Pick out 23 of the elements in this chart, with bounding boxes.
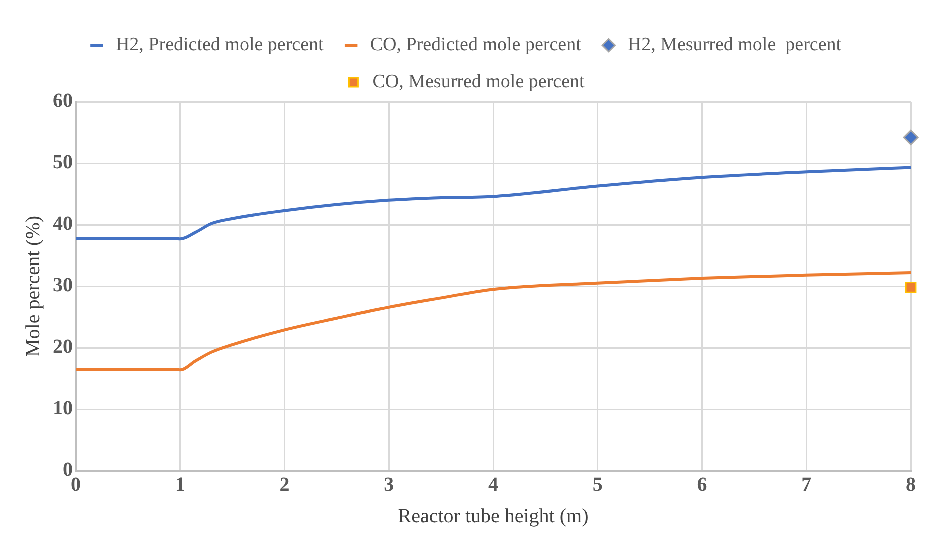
- x-tick-label: 1: [175, 474, 186, 496]
- x-tick-label: 7: [802, 474, 812, 496]
- x-tick-label: 4: [488, 474, 498, 496]
- legend-label: CO, Predicted mole percent: [370, 34, 582, 56]
- legend-label: H2, Mesurred mole percent: [628, 34, 842, 56]
- x-tick-label: 3: [384, 474, 394, 496]
- y-tick-label: 50: [53, 152, 73, 174]
- y-tick-label: 0: [63, 459, 73, 482]
- line-series: [74, 271, 912, 372]
- x-tick-label: 2: [280, 474, 290, 496]
- legend-label: CO, Mesurred mole percent: [372, 71, 586, 92]
- y-tick-label: 20: [53, 336, 73, 358]
- line-series: [74, 166, 912, 241]
- y-tick-label: 30: [53, 274, 73, 297]
- y-axis-title: Mole percent (%): [22, 216, 44, 358]
- x-tick-label: 6: [697, 474, 708, 496]
- x-tick-label: 8: [906, 474, 916, 496]
- x-tick-label: 5: [592, 474, 603, 496]
- legend-label: H2, Predicted mole percent: [116, 34, 325, 56]
- y-tick-label: 40: [53, 213, 73, 236]
- x-axis-title: Reactor tube height (m): [398, 505, 589, 528]
- y-tick-label: 60: [53, 90, 73, 112]
- y-tick-label: 10: [53, 398, 73, 420]
